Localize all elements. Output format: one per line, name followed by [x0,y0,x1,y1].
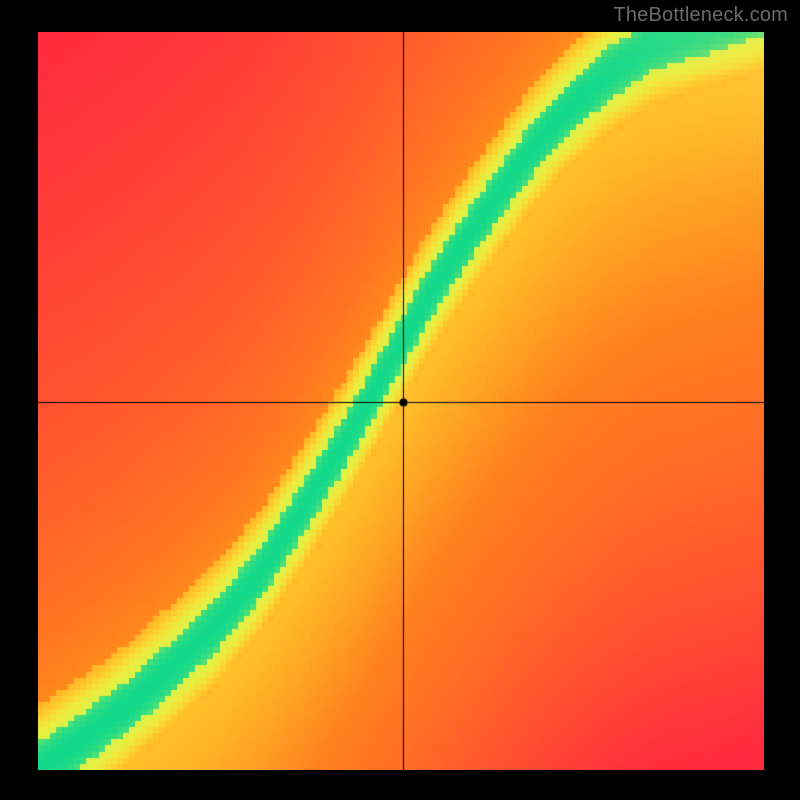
attribution-text: TheBottleneck.com [613,4,788,27]
chart-stage: TheBottleneck.com [0,0,800,800]
crosshair-overlay [38,32,764,770]
